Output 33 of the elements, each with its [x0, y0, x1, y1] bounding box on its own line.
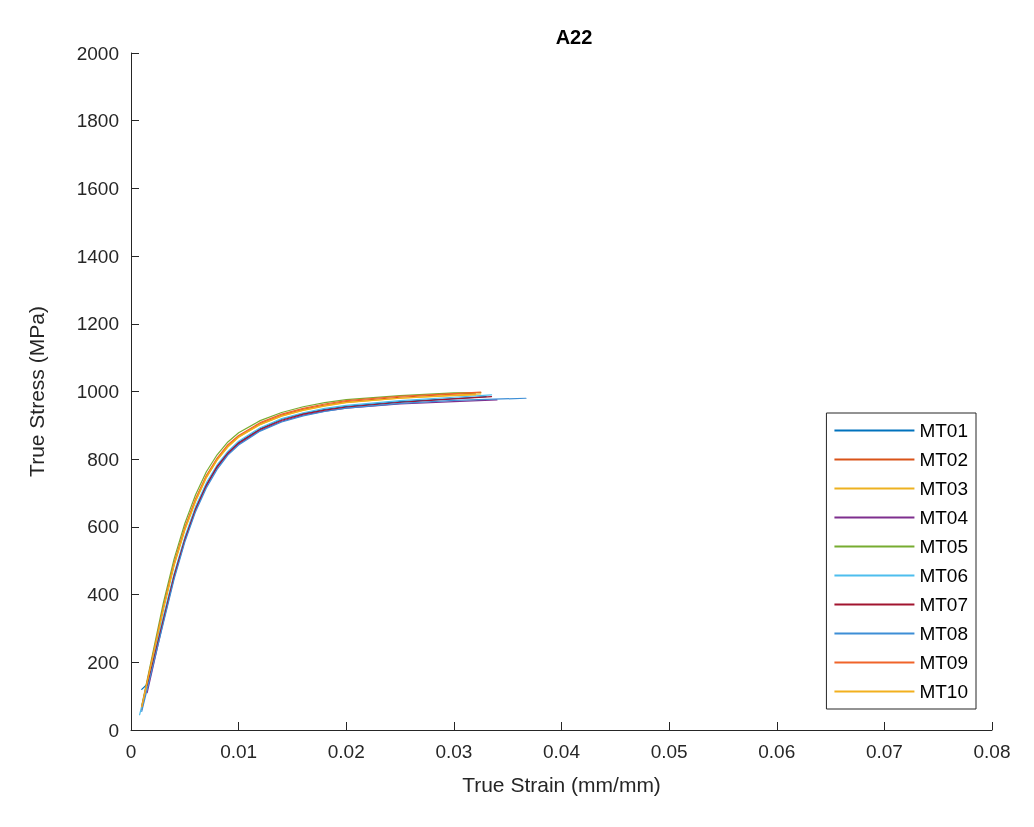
y-tick-label: 200	[87, 651, 119, 673]
y-tick-label: 800	[87, 448, 119, 470]
y-tick-label: 1800	[76, 110, 119, 132]
x-tick-label: 0.06	[758, 741, 796, 762]
x-tick-label: 0.01	[220, 741, 258, 762]
x-tick-label: 0.05	[650, 741, 688, 762]
y-tick-label: 600	[87, 516, 119, 538]
y-tick-label: 400	[87, 584, 119, 606]
y-tick-label: 1200	[76, 313, 119, 335]
y-tick-label: 0	[108, 719, 119, 741]
legend-label: MT07	[919, 594, 969, 615]
legend-label: MT02	[919, 449, 969, 470]
legend-label: MT01	[919, 420, 969, 441]
y-tick-label: 1000	[76, 381, 119, 402]
legend-label: MT10	[919, 681, 969, 702]
legend-label: MT04	[919, 507, 969, 528]
y-tick-label: 1600	[76, 177, 119, 199]
x-tick-label: 0.07	[865, 741, 903, 762]
legend-label: MT08	[919, 623, 969, 644]
legend-label: MT09	[919, 652, 969, 673]
x-tick-label: 0	[125, 741, 137, 762]
chart-title: A22	[555, 26, 593, 48]
legend-label: MT03	[919, 478, 969, 499]
x-tick-label: 0.08	[973, 741, 1011, 762]
x-tick-label: 0.04	[543, 741, 581, 762]
legend-label: MT05	[919, 536, 969, 557]
y-tick-label: 1400	[76, 245, 119, 267]
x-axis-title: True Strain (mm/mm)	[462, 773, 661, 796]
x-tick-label: 0.03	[435, 741, 473, 762]
legend-label: MT06	[919, 565, 969, 586]
y-axis-title: True Stress (MPa)	[25, 306, 48, 477]
x-tick-label: 0.02	[327, 741, 365, 762]
y-tick-label: 2000	[76, 42, 119, 64]
